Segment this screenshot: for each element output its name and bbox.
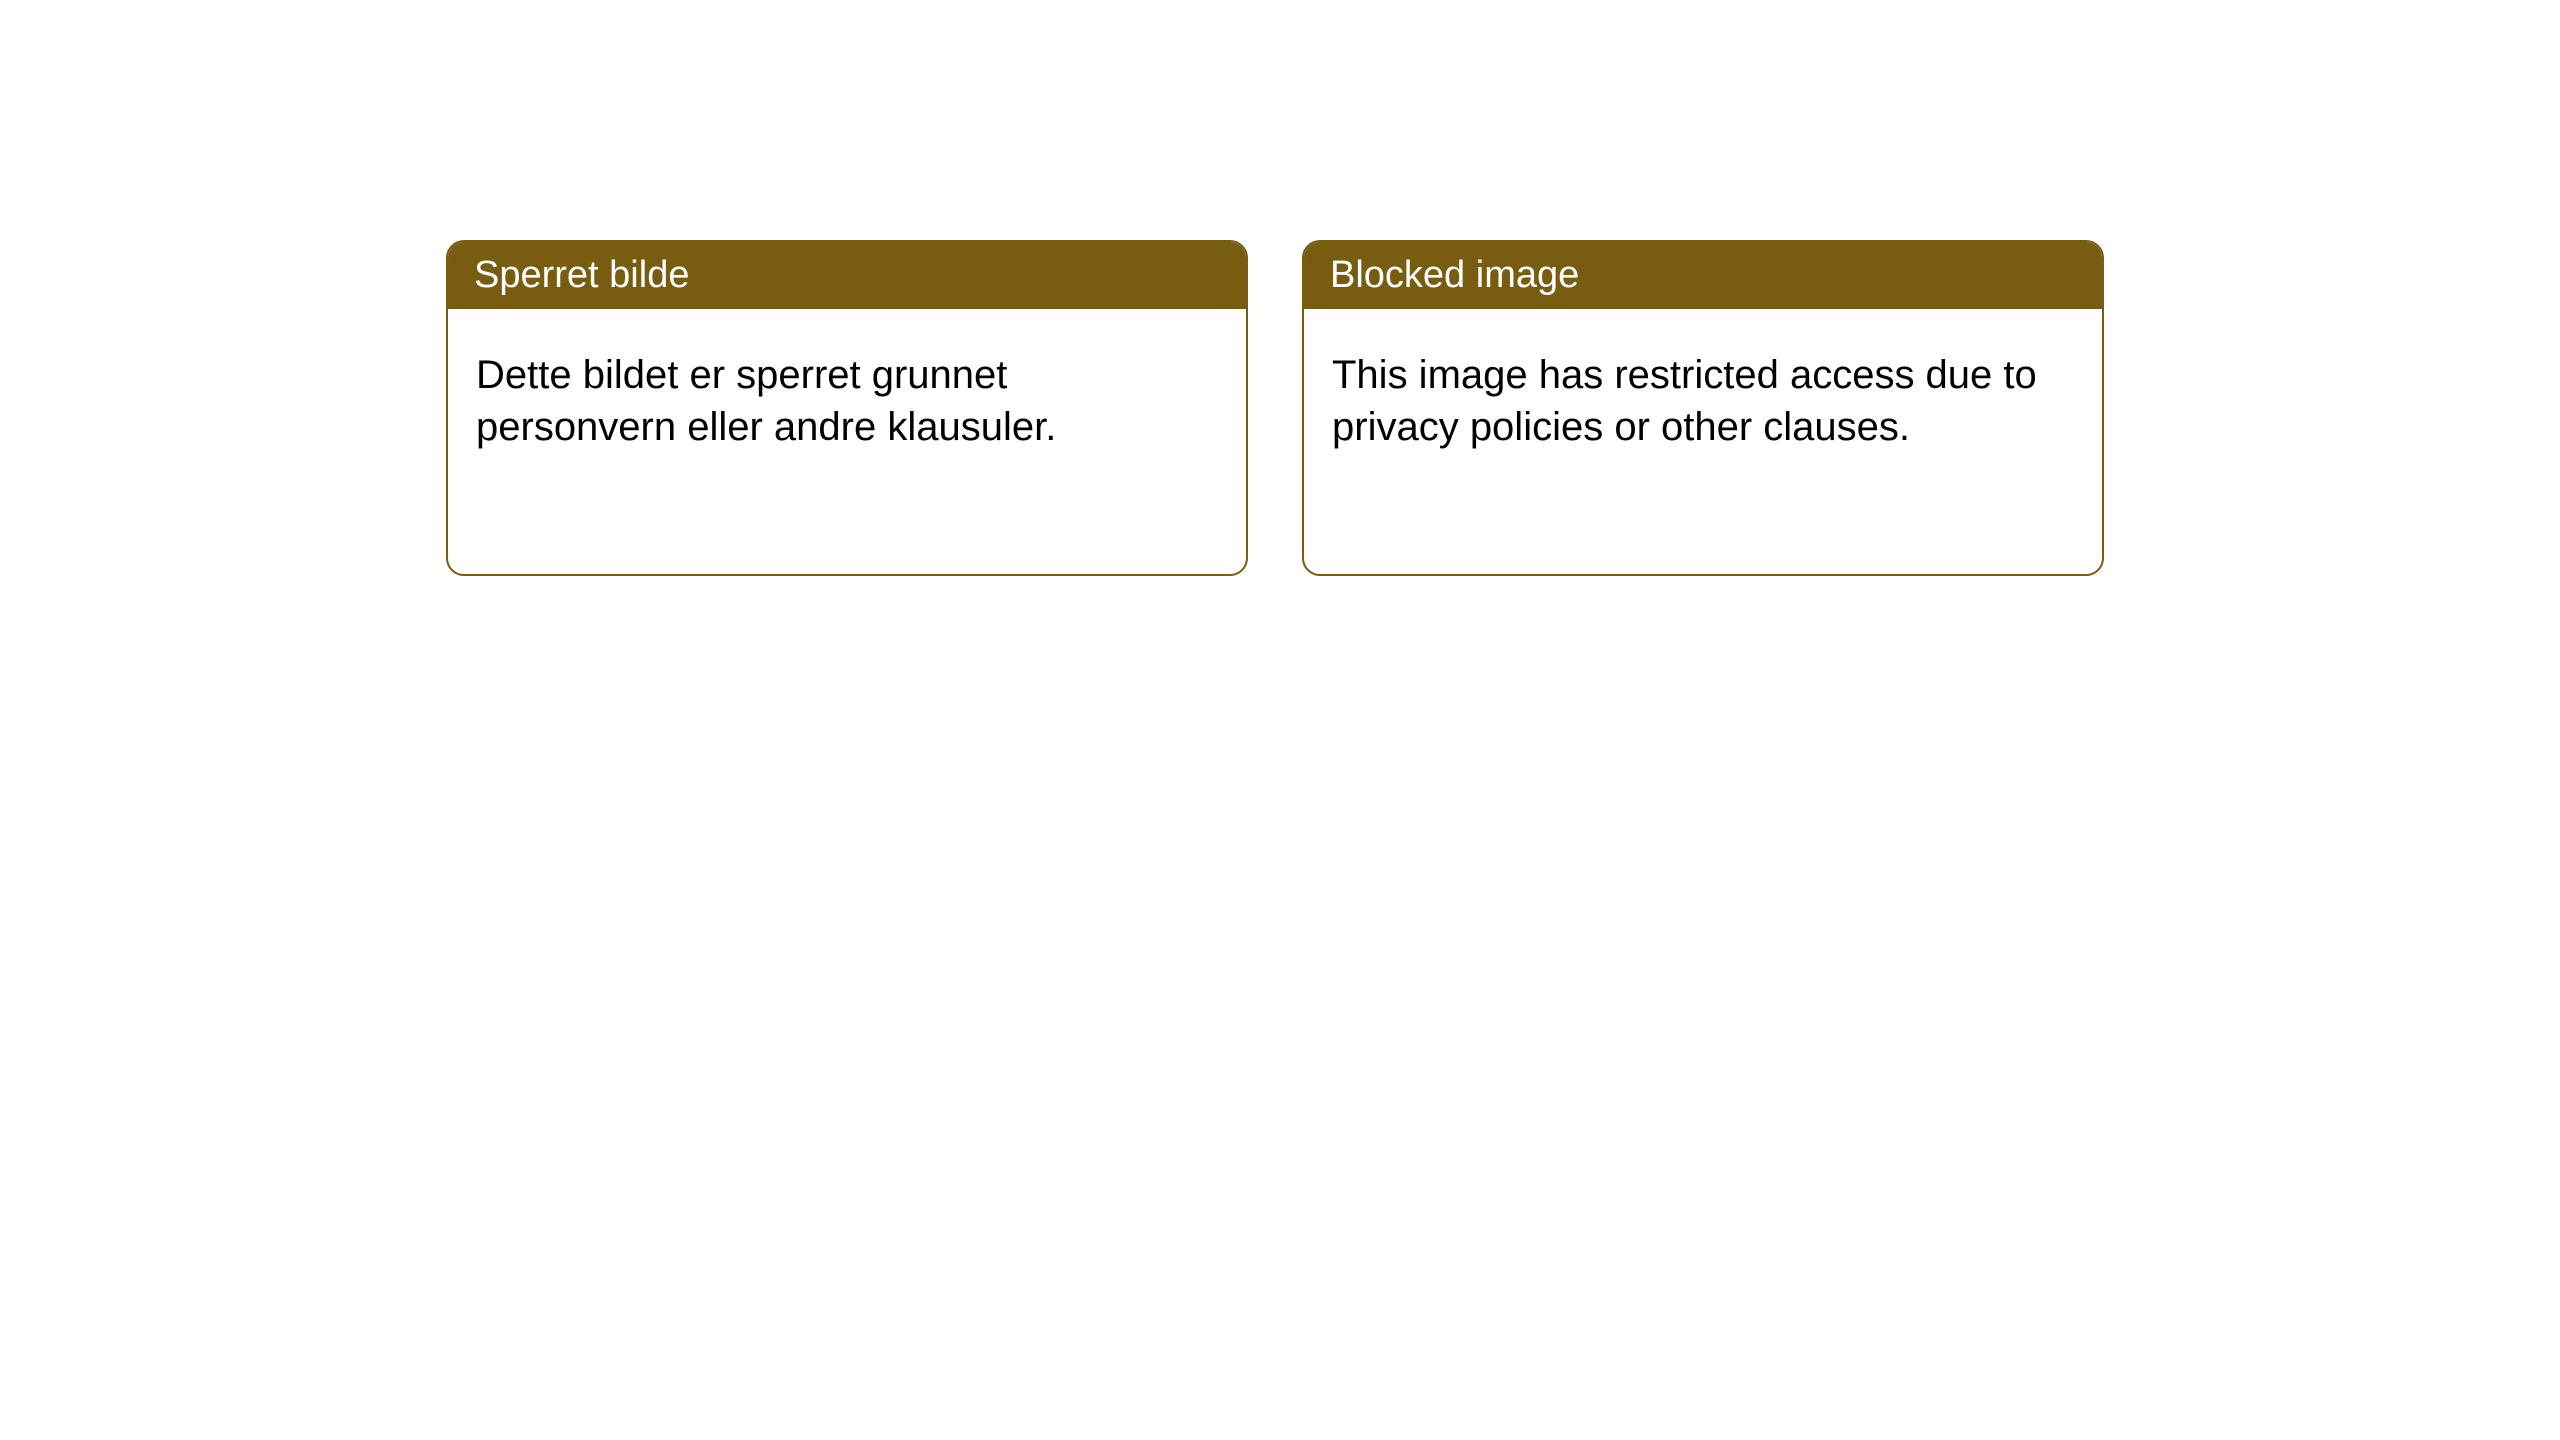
notice-box-english: Blocked image This image has restricted … — [1302, 240, 2104, 576]
notices-container: Sperret bilde Dette bildet er sperret gr… — [0, 0, 2560, 576]
notice-header: Sperret bilde — [448, 242, 1246, 309]
notice-box-norwegian: Sperret bilde Dette bildet er sperret gr… — [446, 240, 1248, 576]
notice-body: This image has restricted access due to … — [1304, 309, 2102, 493]
notice-header: Blocked image — [1304, 242, 2102, 309]
notice-body: Dette bildet er sperret grunnet personve… — [448, 309, 1246, 493]
